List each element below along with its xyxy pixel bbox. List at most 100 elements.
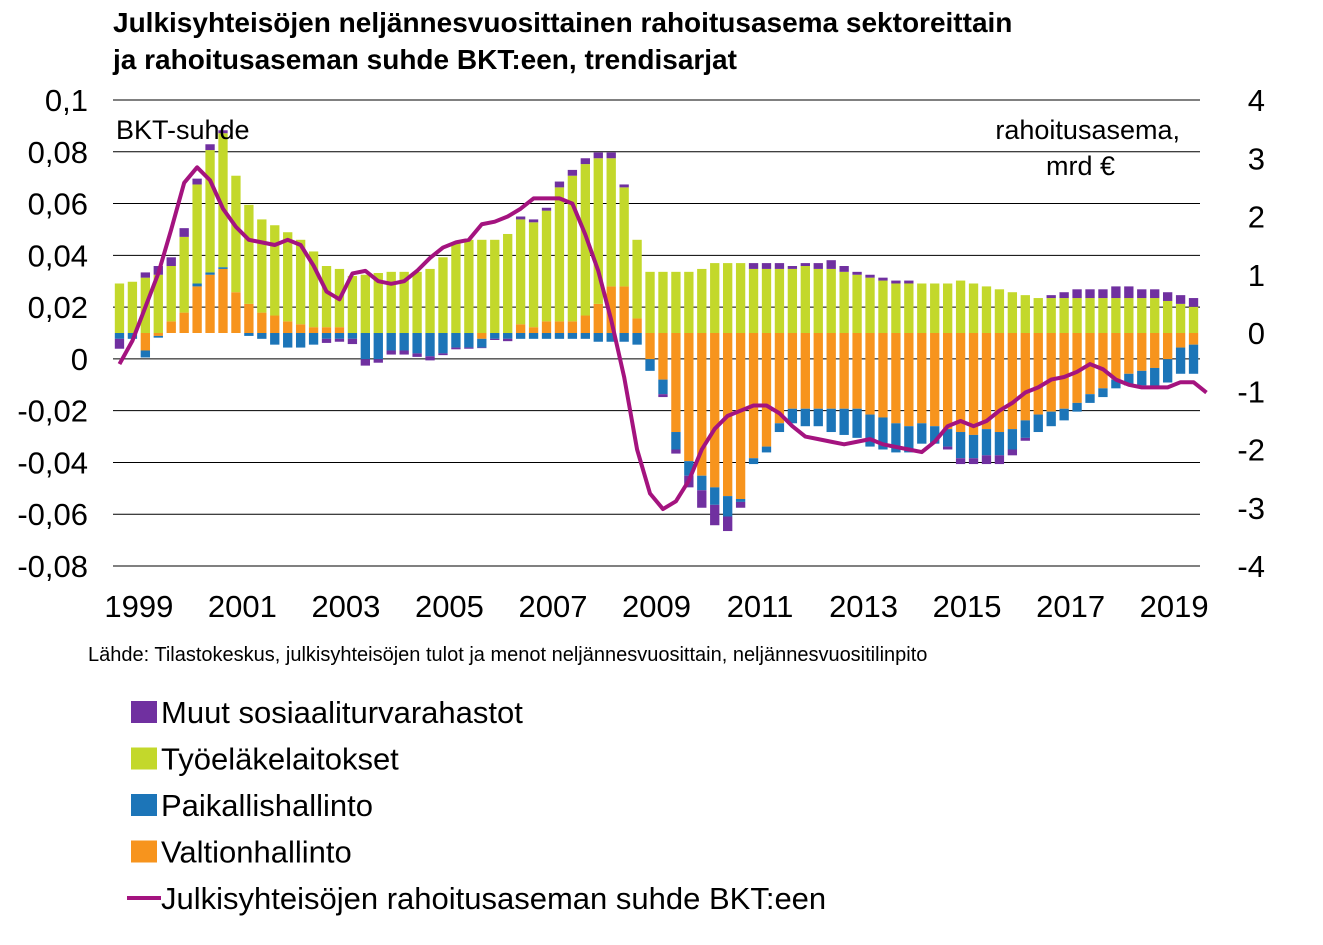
bar-tyoelake: [826, 268, 836, 333]
bar-valtio: [917, 333, 927, 424]
bar-tyoelake: [399, 271, 409, 333]
left-tick-label: 0,04: [28, 238, 88, 273]
bar-paikallis: [1085, 394, 1095, 403]
bar-tyoelake: [1020, 295, 1030, 333]
bar-paikallis: [994, 432, 1005, 456]
legend: Muut sosiaaliturvarahastot Työeläkelaitok…: [127, 695, 826, 916]
bar-paikallis: [723, 496, 733, 517]
bar-valtio: [671, 333, 681, 433]
bar-paikallis: [580, 333, 590, 339]
bar-valtio: [1059, 333, 1069, 409]
bar-muut: [179, 228, 189, 237]
bars-group: [114, 130, 1199, 532]
bar-paikallis: [503, 333, 513, 339]
bar-muut: [800, 263, 810, 267]
bar-tyoelake: [632, 239, 642, 319]
bar-tyoelake: [955, 280, 966, 333]
bar-valtio: [891, 333, 901, 424]
bar-tyoelake: [813, 268, 823, 333]
bar-tyoelake: [684, 271, 694, 333]
bar-valtio: [1150, 333, 1160, 368]
bar-muut: [334, 338, 345, 342]
bar-tyoelake: [943, 283, 953, 333]
bar-valtio: [192, 286, 202, 333]
bar-paikallis: [218, 267, 228, 269]
bar-muut: [748, 263, 759, 269]
bar-valtio: [645, 333, 655, 360]
bar-muut: [955, 458, 966, 465]
bar-tyoelake: [930, 283, 940, 333]
bar-muut: [606, 152, 616, 159]
bar-muut: [619, 184, 629, 188]
bar-muut: [528, 219, 539, 223]
bar-valtio: [1020, 333, 1030, 421]
bar-paikallis: [373, 333, 383, 360]
bar-valtio: [244, 303, 254, 334]
bar-tyoelake: [606, 158, 616, 287]
right-axis-ticks: 4 3 2 1 0 -1 -2 -3 -4: [1237, 83, 1265, 584]
bar-tyoelake: [1033, 298, 1043, 333]
bar-tyoelake: [166, 266, 176, 322]
bar-muut: [554, 181, 565, 188]
bar-paikallis: [606, 333, 616, 342]
bar-paikallis: [295, 333, 306, 348]
bar-muut: [425, 356, 435, 361]
bar-paikallis: [593, 333, 603, 342]
bar-muut: [658, 394, 668, 398]
chart-title-line2: ja rahoitusaseman suhde BKT:een, trendis…: [112, 44, 737, 75]
legend-swatch-valtio: [131, 840, 157, 863]
bar-valtio: [684, 333, 694, 462]
bar-muut: [878, 277, 888, 281]
bar-valtio: [554, 321, 565, 333]
right-tick-label: -2: [1237, 433, 1265, 468]
bar-muut: [1137, 289, 1147, 299]
bar-paikallis: [1162, 359, 1173, 383]
x-tick-label: 2001: [208, 589, 277, 624]
bar-muut: [1188, 298, 1199, 307]
bar-tyoelake: [205, 150, 215, 273]
bar-valtio: [283, 321, 293, 333]
bar-muut: [541, 207, 552, 211]
left-tick-label: 0,02: [28, 290, 88, 325]
bar-muut: [774, 263, 785, 269]
bar-valtio: [994, 333, 1005, 433]
bar-tyoelake: [270, 225, 280, 316]
bar-paikallis: [891, 423, 901, 453]
bar-valtio: [140, 333, 151, 351]
bar-muut: [218, 130, 228, 134]
bar-paikallis: [1007, 429, 1018, 450]
bar-tyoelake: [865, 277, 875, 333]
bar-muut: [321, 338, 332, 343]
bar-paikallis: [865, 414, 875, 447]
legend-label-paikallis: Paikallishallinto: [161, 788, 373, 823]
bar-valtio: [1162, 333, 1173, 360]
bar-valtio: [1007, 333, 1018, 430]
bar-valtio: [955, 333, 966, 433]
bar-muut: [787, 266, 798, 269]
bar-paikallis: [425, 333, 435, 357]
left-tick-label: -0,04: [17, 445, 88, 480]
bar-muut: [1046, 295, 1056, 299]
bar-valtio: [710, 333, 720, 488]
left-tick-label: -0,06: [17, 497, 88, 532]
bar-tyoelake: [735, 263, 746, 333]
bar-paikallis: [386, 333, 396, 351]
bar-paikallis: [244, 333, 254, 336]
legend-label-line: Julkisyhteisöjen rahoitusaseman suhde BK…: [161, 881, 826, 916]
bar-paikallis: [697, 475, 707, 491]
bar-tyoelake: [968, 283, 979, 333]
bar-paikallis: [528, 333, 539, 339]
bar-valtio: [981, 333, 992, 430]
bar-paikallis: [658, 379, 668, 395]
bar-tyoelake: [412, 271, 422, 333]
bar-paikallis: [1137, 370, 1147, 386]
bar-tyoelake: [671, 271, 681, 333]
bar-paikallis: [490, 333, 500, 339]
bar-paikallis: [347, 333, 358, 339]
bar-muut: [192, 178, 202, 185]
ratio-line: [117, 165, 1208, 512]
right-tick-label: 4: [1248, 83, 1265, 118]
bar-paikallis: [632, 333, 642, 345]
bar-paikallis: [321, 333, 332, 339]
